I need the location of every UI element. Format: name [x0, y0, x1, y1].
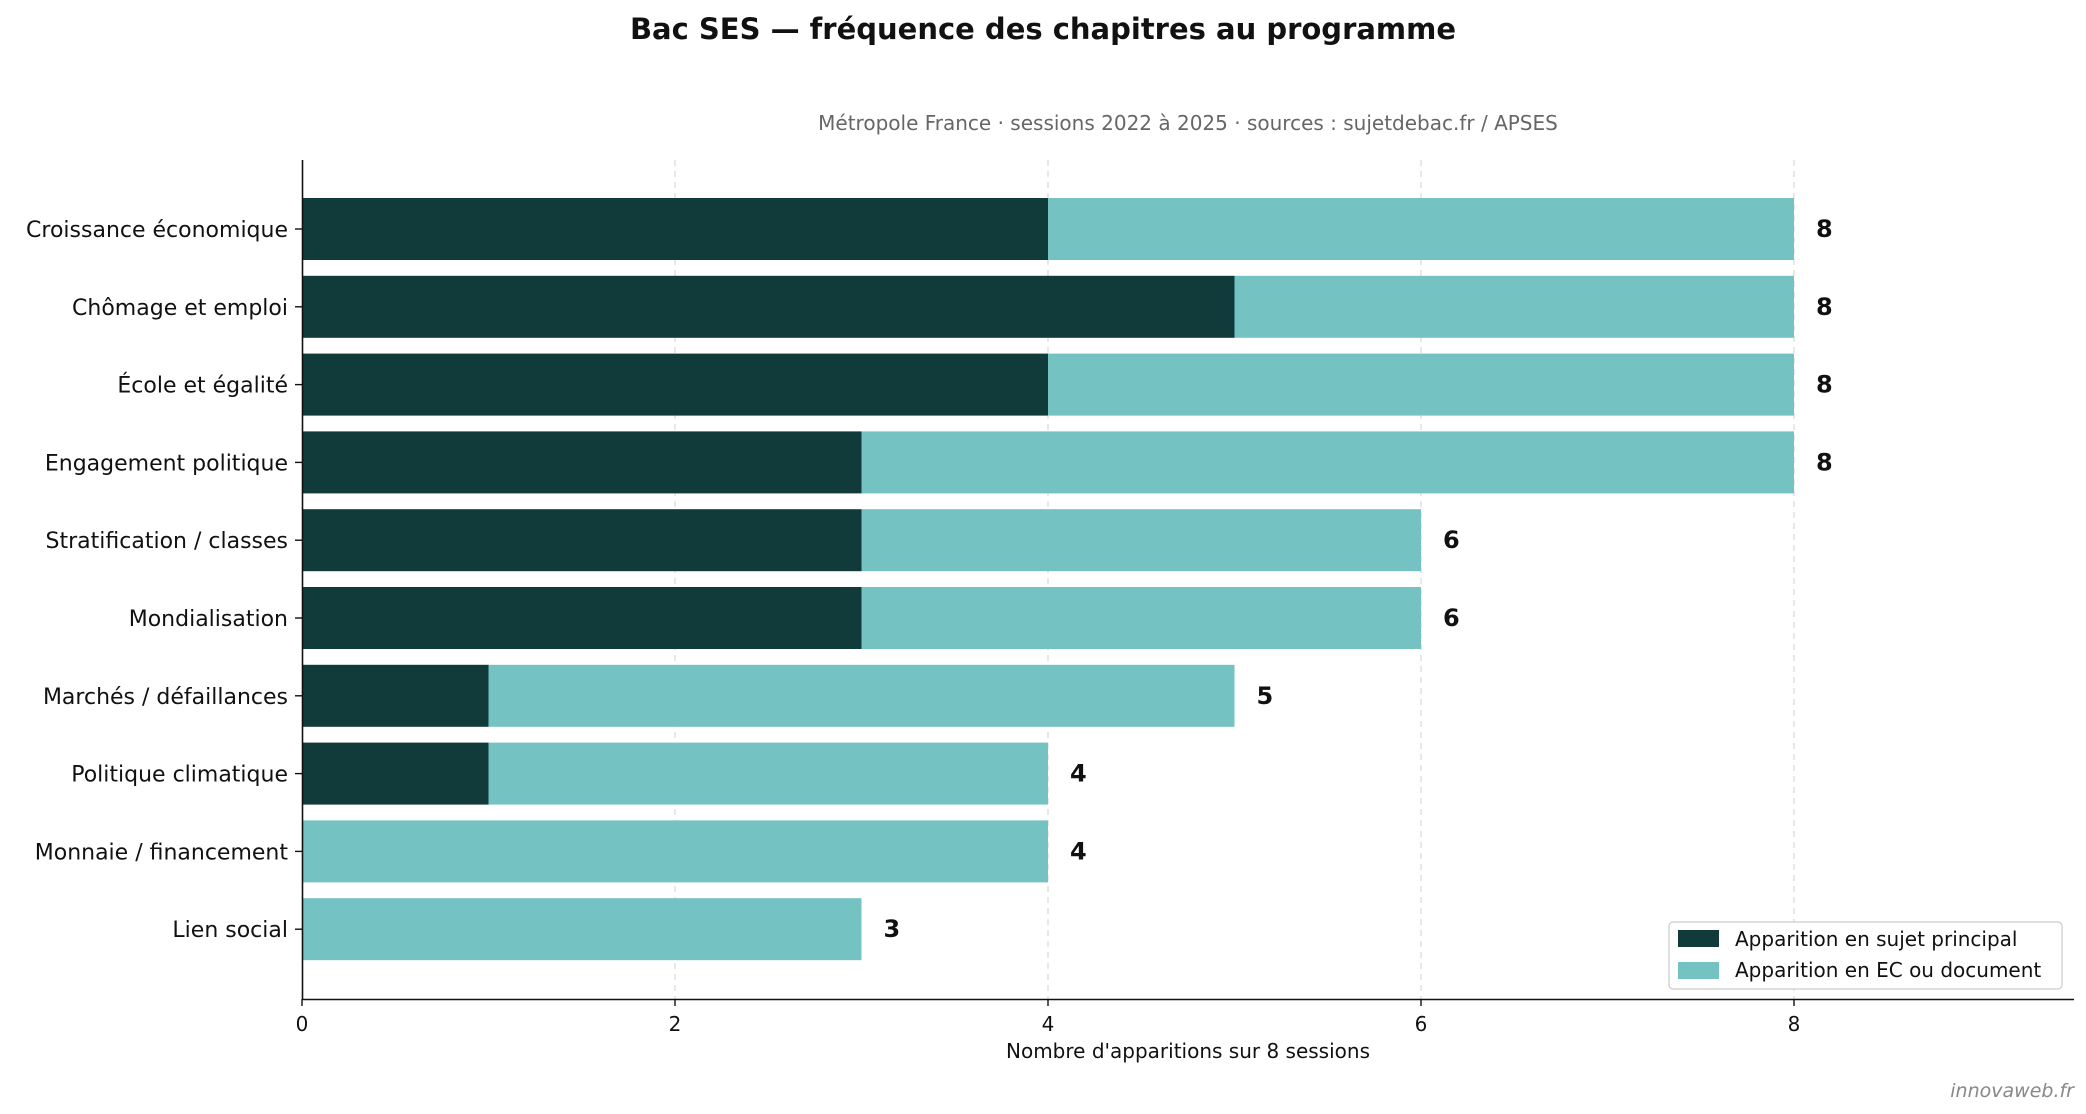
total-labels: 8 8 8 8 6 6 5 4 4 3 [884, 215, 1833, 943]
chart-title: Bac SES — fréquence des chapitres au pro… [630, 12, 1456, 46]
category-label-8: Monnaie / financement [35, 840, 289, 865]
total-label-9: 3 [884, 915, 901, 943]
bar-ec-7 [488, 742, 1048, 805]
chart-subtitle: Métropole France · sessions 2022 à 2025 … [818, 111, 1558, 135]
category-label-1: Chômage et emploi [72, 296, 288, 321]
legend: Apparition en sujet principal Apparition… [1668, 921, 2063, 990]
bar-ec-1 [1234, 275, 1794, 338]
bar-main-0 [302, 198, 1048, 260]
bar-ec-4 [861, 509, 1421, 572]
category-label-7: Politique climatique [71, 763, 288, 788]
total-label-4: 6 [1443, 526, 1460, 554]
legend-label-ec: Apparition en EC ou document [1735, 958, 2041, 982]
axes [301, 160, 2074, 1001]
legend-box [1668, 921, 2063, 990]
x-tick-label-6: 6 [1415, 1012, 1428, 1036]
bar-ec-6 [488, 664, 1235, 727]
total-label-1: 8 [1816, 293, 1833, 321]
category-label-3: Engagement politique [45, 451, 288, 476]
total-label-0: 8 [1816, 215, 1833, 243]
x-tick-label-8: 8 [1788, 1012, 1801, 1036]
x-tick-label-2: 2 [669, 1012, 682, 1036]
bar-ec-9 [302, 898, 862, 961]
bar-main-2 [302, 353, 1048, 416]
bar-ec-8 [302, 820, 1048, 883]
category-label-5: Mondialisation [129, 607, 288, 632]
category-label-9: Lien social [172, 918, 288, 943]
category-labels: Croissance économique Chômage et emploi Éc… [26, 218, 302, 943]
category-label-6: Marchés / défaillances [43, 685, 288, 710]
x-tick-label-0: 0 [296, 1012, 309, 1036]
x-ticks: 0 2 4 6 8 [296, 999, 1801, 1036]
bars [302, 198, 1794, 961]
bar-main-6 [302, 664, 489, 727]
category-label-0: Croissance économique [26, 218, 288, 243]
total-label-5: 6 [1443, 604, 1460, 632]
legend-label-main: Apparition en sujet principal [1735, 927, 2017, 951]
category-label-4: Stratification / classes [46, 529, 288, 554]
bar-main-7 [302, 742, 489, 805]
total-label-2: 8 [1816, 371, 1833, 399]
total-label-3: 8 [1816, 448, 1833, 476]
x-gridlines [674, 160, 1795, 999]
bar-ec-3 [861, 431, 1794, 494]
bar-main-4 [302, 509, 862, 572]
bar-main-5 [302, 587, 862, 649]
x-axis-label: Nombre d'apparitions sur 8 sessions [1006, 1039, 1370, 1063]
legend-swatch-ec [1678, 962, 1719, 979]
bar-main-1 [302, 275, 1235, 338]
bar-ec-2 [1048, 353, 1794, 416]
bar-main-3 [302, 431, 862, 494]
total-label-8: 4 [1070, 837, 1087, 865]
total-label-7: 4 [1070, 760, 1087, 788]
category-label-2: École et égalité [117, 373, 288, 399]
legend-swatch-main [1678, 930, 1719, 947]
watermark: innovaweb.fr [1950, 1080, 2075, 1102]
bar-ec-5 [861, 587, 1421, 649]
total-label-6: 5 [1257, 682, 1274, 710]
bar-ec-0 [1048, 198, 1794, 260]
x-tick-label-4: 4 [1042, 1012, 1055, 1036]
